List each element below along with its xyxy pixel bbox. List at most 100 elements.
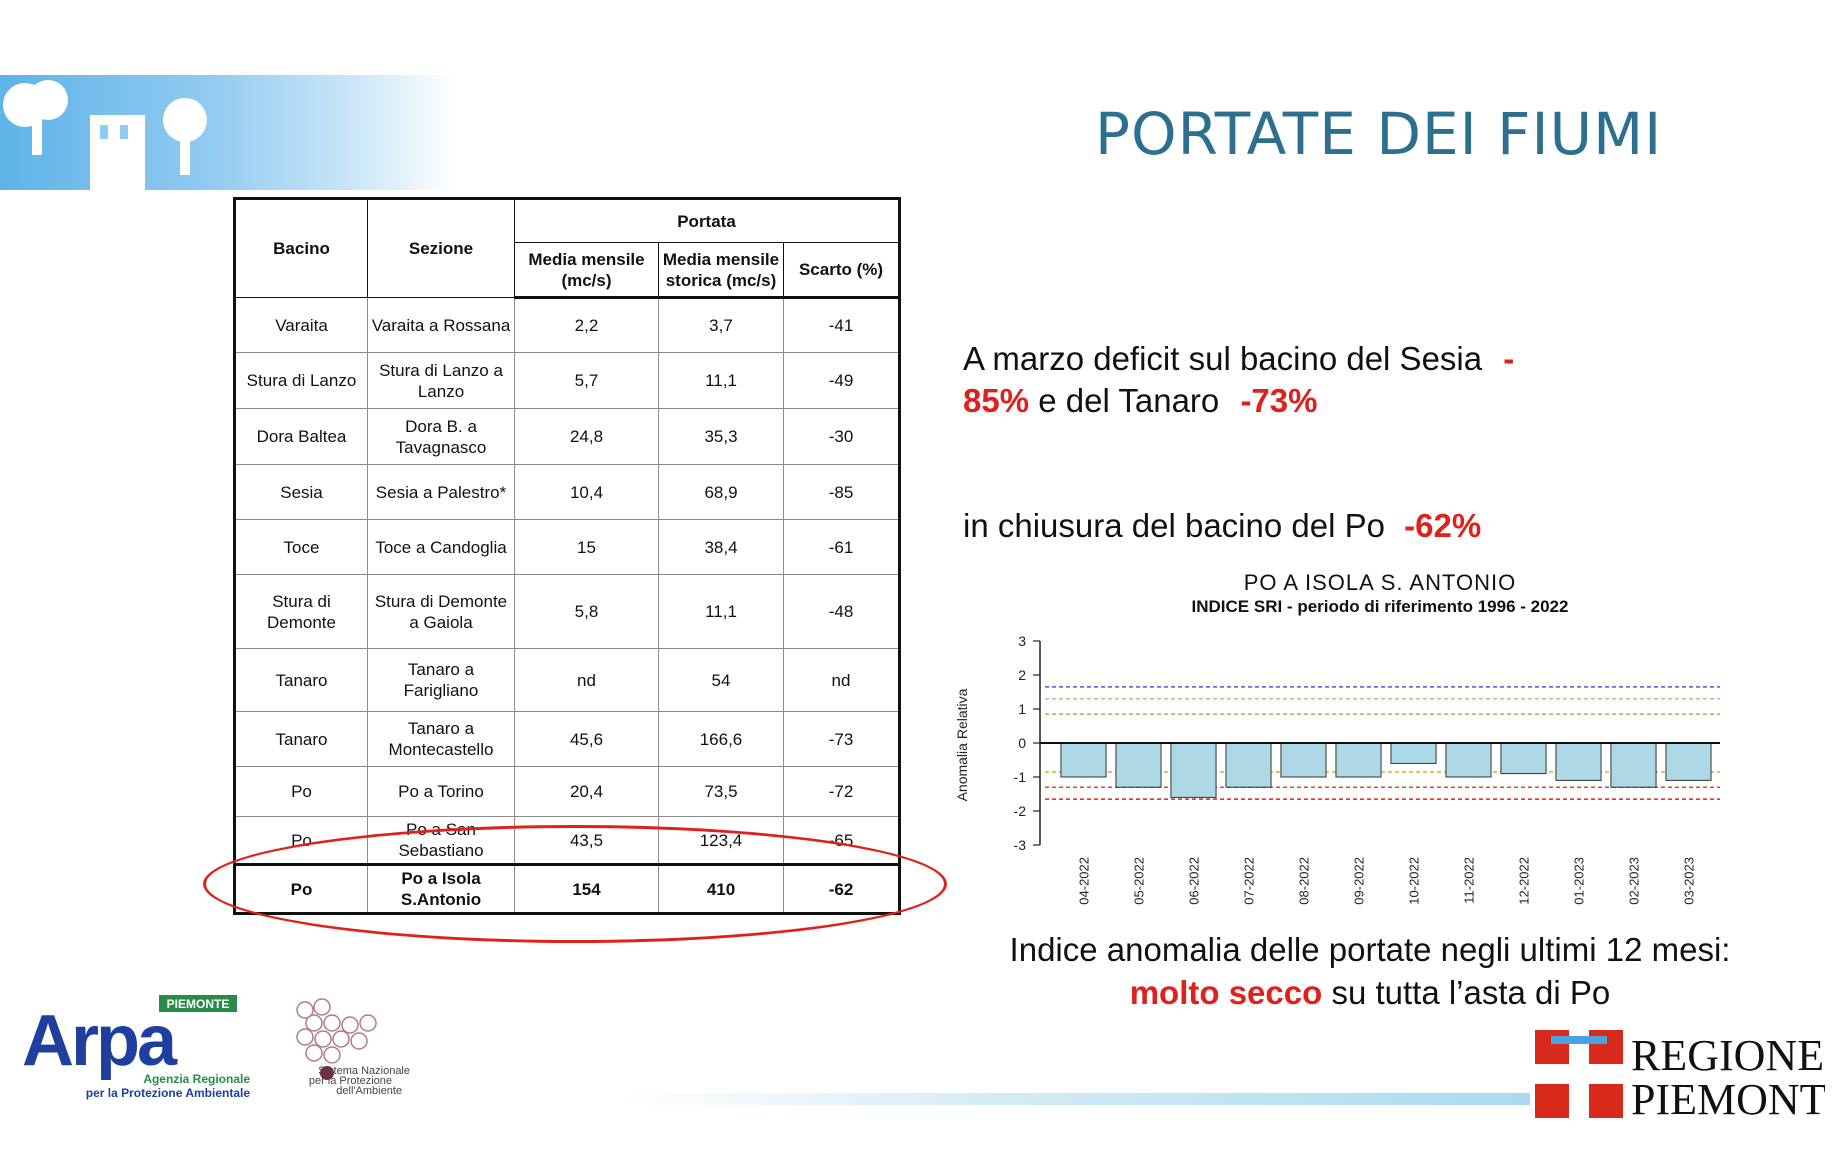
x-tick-label: 02-2023	[1627, 857, 1642, 905]
arpa-badge-text: PIEMONTE	[167, 997, 230, 1011]
town-illustration-icon	[3, 80, 207, 190]
chart-bar	[1610, 742, 1657, 788]
cell-scarto: -49	[782, 352, 901, 409]
cell-storica: 11,1	[658, 352, 784, 409]
cell-scarto: -41	[782, 297, 901, 353]
table-row: Dora Baltea Dora B. a Tavagnasco 24,8 35…	[234, 408, 901, 465]
cell-sezione: Stura di Demonte a Gaiola	[367, 574, 515, 649]
table-row: Stura di Lanzo Stura di Lanzo a Lanzo 5,…	[234, 352, 901, 409]
cell-sezione: Stura di Lanzo a Lanzo	[367, 352, 515, 409]
x-tick-label: 09-2022	[1352, 857, 1367, 905]
chart-bar	[1115, 742, 1162, 788]
cell-bacino: Sesia	[234, 464, 368, 520]
p1-text-d: e del Tanaro	[1029, 382, 1229, 419]
y-tick-label: -2	[1014, 803, 1027, 819]
table-row: Varaita Varaita a Rossana 2,2 3,7 -41	[234, 297, 901, 353]
cell-scarto: nd	[782, 648, 901, 712]
x-tick-label: 03-2023	[1682, 857, 1697, 905]
cell-storica: 35,3	[658, 408, 784, 465]
x-tick-label: 08-2022	[1297, 857, 1312, 905]
chart-plot-area: 3 2 1 0 -1 -2 -3 04-2022 05-2022 06-2022 07-2022 08…	[1014, 633, 1720, 905]
cell-media: 15	[514, 519, 659, 575]
y-tick-label: -3	[1014, 837, 1027, 853]
header-banner	[0, 75, 455, 190]
cell-storica: 166,6	[658, 711, 784, 767]
chart-bar	[1225, 742, 1272, 788]
arpa-piemonte-logo: PIEMONTE Arpa Agenzia Regionale per la P…	[22, 995, 251, 1100]
cell-bacino: Dora Baltea	[234, 408, 368, 465]
cell-bacino: Po	[234, 766, 368, 817]
chart-caption: Indice anomalia delle portate negli ulti…	[990, 928, 1750, 1014]
cell-storica: 54	[658, 648, 784, 712]
x-tick-label: 06-2022	[1187, 857, 1202, 905]
paragraph-march-deficit: A marzo deficit sul bacino del Sesia - 8…	[963, 338, 1514, 422]
caption-text-a: Indice anomalia delle portate negli ulti…	[1009, 931, 1731, 968]
cell-sezione: Po a Torino	[367, 766, 515, 817]
caption-highlight: molto secco	[1129, 974, 1323, 1011]
table-row: Po Po a Torino 20,4 73,5 -72	[234, 766, 901, 817]
cell-media: nd	[514, 648, 659, 712]
cell-sezione: Varaita a Rossana	[367, 297, 515, 353]
cell-media: 2,2	[514, 297, 659, 353]
river-flow-table: Bacino Sezione Portata Media mensile (mc…	[233, 197, 902, 915]
cell-scarto: -48	[782, 574, 901, 649]
snpa-text-2: per la Protezione	[309, 1075, 392, 1087]
cell-scarto: -30	[782, 408, 901, 465]
y-axis-label: Anomalia Relativa	[954, 688, 970, 801]
cell-storica: 38,4	[658, 519, 784, 575]
cell-media: 5,8	[514, 574, 659, 649]
x-tick-label: 01-2023	[1572, 857, 1587, 905]
arpa-wordmark: Arpa	[22, 1001, 178, 1081]
footer-line	[620, 1093, 1530, 1105]
cell-storica: 68,9	[658, 464, 784, 520]
regione-text-2: PIEMONTE	[1631, 1075, 1825, 1120]
header-media-mensile: Media mensile (mc/s)	[514, 242, 659, 299]
regione-text-1: REGIONE	[1631, 1031, 1824, 1080]
chart-bar	[1390, 742, 1437, 764]
header-sezione: Sezione	[367, 198, 515, 298]
header-portata: Portata	[513, 198, 901, 243]
cell-sezione: Tanaro a Montecastello	[367, 711, 515, 767]
x-tick-label: 05-2022	[1132, 857, 1147, 905]
p1-text-a: A marzo deficit sul bacino del Sesia	[963, 340, 1492, 377]
cell-scarto: -73	[782, 711, 901, 767]
cell-media: 5,7	[514, 352, 659, 409]
cell-bacino: Tanaro	[234, 648, 368, 712]
x-tick-label: 07-2022	[1242, 857, 1257, 905]
p2-po-value: -62%	[1404, 507, 1482, 544]
cell-scarto: -61	[782, 519, 901, 575]
y-tick-label: 3	[1018, 633, 1026, 649]
table-row: Toce Toce a Candoglia 15 38,4 -61	[234, 519, 901, 575]
snpa-text-1: Sistema Nazionale	[318, 1065, 410, 1077]
table-row: Tanaro Tanaro a Montecastello 45,6 166,6…	[234, 711, 901, 767]
regione-piemonte-logo: REGIONE PIEMONTE	[1535, 1030, 1825, 1120]
arpa-subtitle-2: per la Protezione Ambientale	[86, 1086, 251, 1100]
chart-bar	[1335, 742, 1382, 778]
cell-scarto: -72	[782, 766, 901, 817]
chart-bar	[1555, 742, 1602, 781]
paragraph-po-closure: in chiusura del bacino del Po -62%	[963, 505, 1481, 547]
caption-text-c: su tutta l’asta di Po	[1322, 974, 1611, 1011]
chart-title: PO A ISOLA S. ANTONIO	[1243, 570, 1517, 595]
chart-bar	[1665, 742, 1712, 781]
header-bacino: Bacino	[234, 198, 368, 298]
cell-sezione: Tanaro a Farigliano	[367, 648, 515, 712]
cell-bacino: Tanaro	[234, 711, 368, 767]
y-tick-label: 2	[1018, 667, 1026, 683]
cell-sezione: Dora B. a Tavagnasco	[367, 408, 515, 465]
table-row: Stura di Demonte Stura di Demonte a Gaio…	[234, 574, 901, 649]
header-media-storica: Media mensile storica (mc/s)	[658, 242, 784, 299]
y-tick-label: -1	[1014, 769, 1027, 785]
cell-bacino: Varaita	[234, 297, 368, 353]
x-tick-label: 11-2022	[1462, 857, 1477, 904]
cell-storica: 11,1	[658, 574, 784, 649]
chart-bar	[1060, 742, 1107, 778]
p2-text-a: in chiusura del bacino del Po	[963, 507, 1395, 544]
cell-sezione: Sesia a Palestro*	[367, 464, 515, 520]
chart-bar	[1500, 742, 1547, 775]
p1-sesia-value: 85%	[963, 382, 1030, 419]
cell-bacino: Stura di Lanzo	[234, 352, 368, 409]
x-tick-label: 12-2022	[1517, 857, 1532, 905]
cell-bacino: Stura di Demonte	[234, 574, 368, 649]
snpa-logo: Sistema Nazionale per la Protezione dell…	[296, 998, 410, 1097]
